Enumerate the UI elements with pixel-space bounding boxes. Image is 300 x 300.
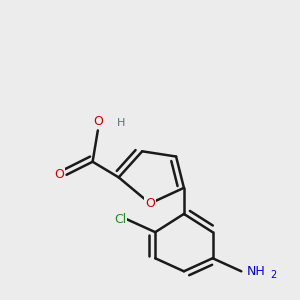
Text: H: H xyxy=(117,118,125,128)
Text: 2: 2 xyxy=(270,270,276,280)
Text: O: O xyxy=(93,115,103,128)
Text: O: O xyxy=(54,168,64,181)
Text: NH: NH xyxy=(247,265,265,278)
Text: O: O xyxy=(145,197,155,210)
Text: Cl: Cl xyxy=(114,213,127,226)
